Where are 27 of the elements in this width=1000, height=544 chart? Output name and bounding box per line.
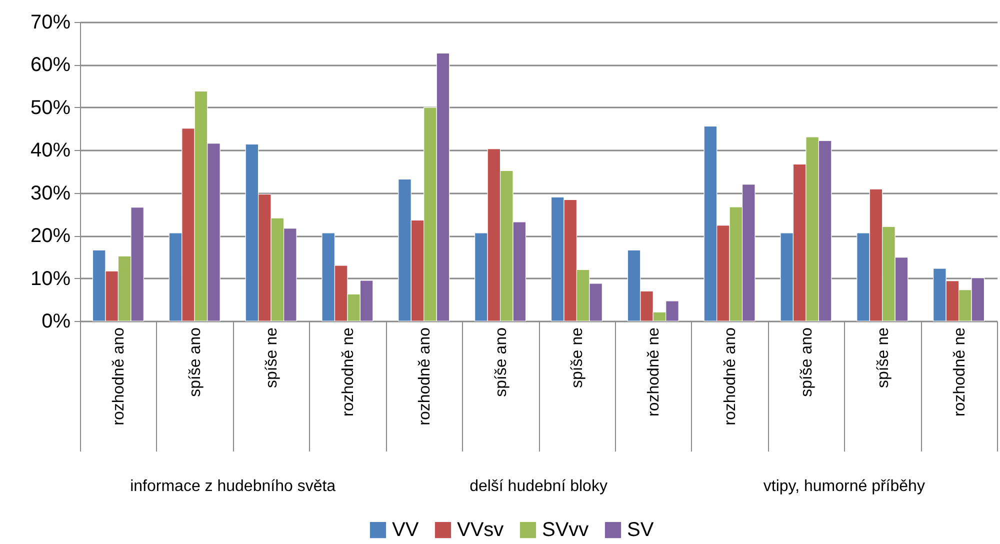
y-tick-label: 60% <box>30 54 71 76</box>
x-tick-label: spíše ne <box>569 327 586 388</box>
text: informace z hudebního světa <box>130 478 336 495</box>
x-tick-label: rozhodně ne <box>951 327 968 416</box>
x-tick-label: rozhodně ano <box>110 327 128 426</box>
x-tick-label: rozhodně ano <box>722 327 740 426</box>
x-tick-label: spíše ano <box>187 327 204 397</box>
y-tick-label: 40% <box>30 140 71 162</box>
y-tick-label: 0% <box>42 310 71 332</box>
x-tick-label: rozhodně ano <box>416 327 434 426</box>
text: vtipy, humorné příběhy <box>763 478 925 495</box>
legend-label: SV <box>627 519 654 541</box>
y-tick-label: 20% <box>30 225 71 248</box>
x-tick-label: spíše ano <box>492 327 510 397</box>
y-tick-label: 30% <box>30 182 71 204</box>
x-tick-label: spíše ano <box>798 327 816 397</box>
x-tick-label: spíše ne <box>874 327 892 388</box>
y-tick-label: 50% <box>30 96 71 119</box>
legend-label: VV <box>392 519 420 541</box>
y-tick-label: 10% <box>30 268 71 290</box>
legend-label: VVsv <box>457 519 504 541</box>
x-tick-label: spíše ne <box>264 327 281 388</box>
x-tick-label: rozhodně ne <box>340 327 357 416</box>
y-tick-label: 70% <box>30 12 71 34</box>
text: delší hudební bloky <box>470 478 608 495</box>
legend-label: SVvv <box>542 519 589 541</box>
x-tick-label: rozhodně ne <box>646 327 663 416</box>
